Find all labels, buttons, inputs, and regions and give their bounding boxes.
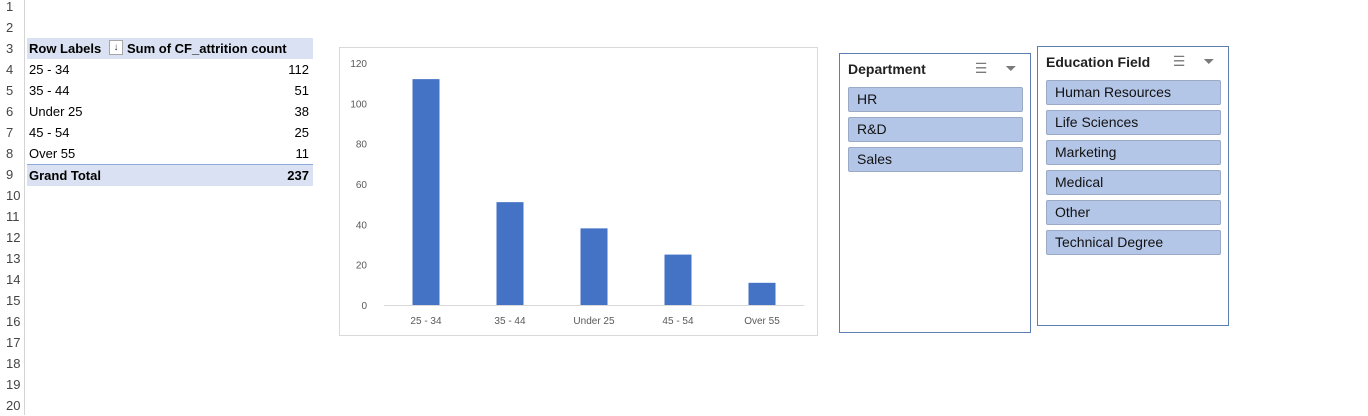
y-tick-label: 20 xyxy=(356,261,368,272)
row-number[interactable]: 6 xyxy=(6,104,14,119)
pivot-row-label: Over 55 xyxy=(29,146,76,161)
pivot-row[interactable]: 45 - 54 25 xyxy=(27,122,313,143)
pivot-row-value: 112 xyxy=(288,62,309,77)
bar-chart-svg: 0 20 40 60 80 100 120 25 - 34 35 - 44 Under 25 45 … xyxy=(350,59,804,327)
slicer-item-hr[interactable]: HR xyxy=(848,87,1023,112)
y-tick-label: 100 xyxy=(350,99,367,110)
row-number[interactable]: 18 xyxy=(6,356,21,371)
bar[interactable] xyxy=(496,202,524,305)
slicer-item-life-sciences[interactable]: Life Sciences xyxy=(1046,110,1221,135)
slicer-item-rd[interactable]: R&D xyxy=(848,117,1023,142)
bar[interactable] xyxy=(580,228,608,305)
row-number[interactable]: 8 xyxy=(6,146,14,161)
y-tick-label: 80 xyxy=(356,140,368,151)
row-number[interactable]: 15 xyxy=(6,293,21,308)
slicer-item-human-resources[interactable]: Human Resources xyxy=(1046,80,1221,105)
row-number[interactable]: 3 xyxy=(6,41,14,56)
pivot-grand-total-row[interactable]: Grand Total 237 xyxy=(27,164,313,186)
pivot-row[interactable]: 25 - 34 112 xyxy=(27,59,313,80)
multi-select-icon[interactable]: ☰ xyxy=(974,60,988,76)
row-number[interactable]: 14 xyxy=(6,272,21,287)
pivot-row[interactable]: 35 - 44 51 xyxy=(27,80,313,101)
row-number[interactable]: 11 xyxy=(6,209,20,224)
pivot-total-label: Grand Total xyxy=(29,168,101,183)
pivot-row-label: 25 - 34 xyxy=(29,62,70,77)
x-tick-label: 35 - 44 xyxy=(494,316,526,327)
x-tick-label: Under 25 xyxy=(573,316,615,327)
row-number[interactable]: 17 xyxy=(6,335,21,350)
row-number[interactable]: 7 xyxy=(6,125,14,140)
row-number[interactable]: 10 xyxy=(6,188,21,203)
y-tick-label: 0 xyxy=(361,301,367,312)
pivot-chart[interactable]: 0 20 40 60 80 100 120 25 - 34 35 - 44 Under 25 45 … xyxy=(339,47,818,336)
row-number[interactable]: 19 xyxy=(6,377,21,392)
row-number[interactable]: 16 xyxy=(6,314,21,329)
y-tick-label: 60 xyxy=(356,180,368,191)
row-number[interactable]: 20 xyxy=(6,398,21,413)
row-number[interactable]: 1 xyxy=(6,0,14,14)
pivot-value-header[interactable]: Sum of CF_attrition count xyxy=(127,41,287,56)
row-number[interactable]: 5 xyxy=(6,83,14,98)
pivot-total-value: 237 xyxy=(287,168,309,183)
row-number[interactable]: 13 xyxy=(6,251,21,266)
clear-filter-icon[interactable]: ⏷ xyxy=(1203,53,1215,69)
pivot-row-value: 25 xyxy=(294,125,309,140)
slicer-department[interactable]: Department ☰ ⏷ HR R&D Sales xyxy=(839,53,1031,333)
x-tick-label: 25 - 34 xyxy=(410,316,442,327)
x-tick-label: 45 - 54 xyxy=(662,316,694,327)
multi-select-icon[interactable]: ☰ xyxy=(1172,53,1186,69)
pivot-row-labels-header[interactable]: Row Labels xyxy=(29,41,102,56)
pivot-row[interactable]: Over 55 11 xyxy=(27,143,313,164)
bar[interactable] xyxy=(412,79,440,305)
slicer-item-other[interactable]: Other xyxy=(1046,200,1221,225)
pivot-row-label: 35 - 44 xyxy=(29,83,70,98)
pivot-row-label: 45 - 54 xyxy=(29,125,70,140)
sort-descending-icon[interactable]: ↓ xyxy=(109,40,123,55)
clear-filter-icon[interactable]: ⏷ xyxy=(1005,60,1017,76)
slicer-item-marketing[interactable]: Marketing xyxy=(1046,140,1221,165)
row-number[interactable]: 9 xyxy=(6,167,14,182)
pivot-row-value: 11 xyxy=(295,146,310,161)
bar[interactable] xyxy=(748,282,776,305)
slicer-item-technical-degree[interactable]: Technical Degree xyxy=(1046,230,1221,255)
row-number[interactable]: 2 xyxy=(6,20,14,35)
slicer-title: Department xyxy=(848,61,926,77)
row-number[interactable]: 12 xyxy=(6,230,21,245)
slicer-item-sales[interactable]: Sales xyxy=(848,147,1023,172)
pivot-row-value: 38 xyxy=(294,104,309,119)
row-number[interactable]: 4 xyxy=(6,62,14,77)
slicer-item-medical[interactable]: Medical xyxy=(1046,170,1221,195)
pivot-header-row[interactable]: Row Labels ↓ Sum of CF_attrition count xyxy=(27,38,313,59)
row-header-column: 1 2 3 4 5 6 7 8 9 10 11 12 13 14 15 16 1… xyxy=(0,0,25,415)
bar[interactable] xyxy=(664,254,692,305)
slicer-education-field[interactable]: Education Field ☰ ⏷ Human Resources Life… xyxy=(1037,46,1229,326)
slicer-title: Education Field xyxy=(1046,54,1151,70)
pivot-row-value: 51 xyxy=(294,83,309,98)
x-tick-label: Over 55 xyxy=(744,316,780,327)
pivot-row[interactable]: Under 25 38 xyxy=(27,101,313,122)
y-tick-label: 40 xyxy=(356,220,368,231)
pivot-row-label: Under 25 xyxy=(29,104,83,119)
y-tick-label: 120 xyxy=(350,59,367,70)
